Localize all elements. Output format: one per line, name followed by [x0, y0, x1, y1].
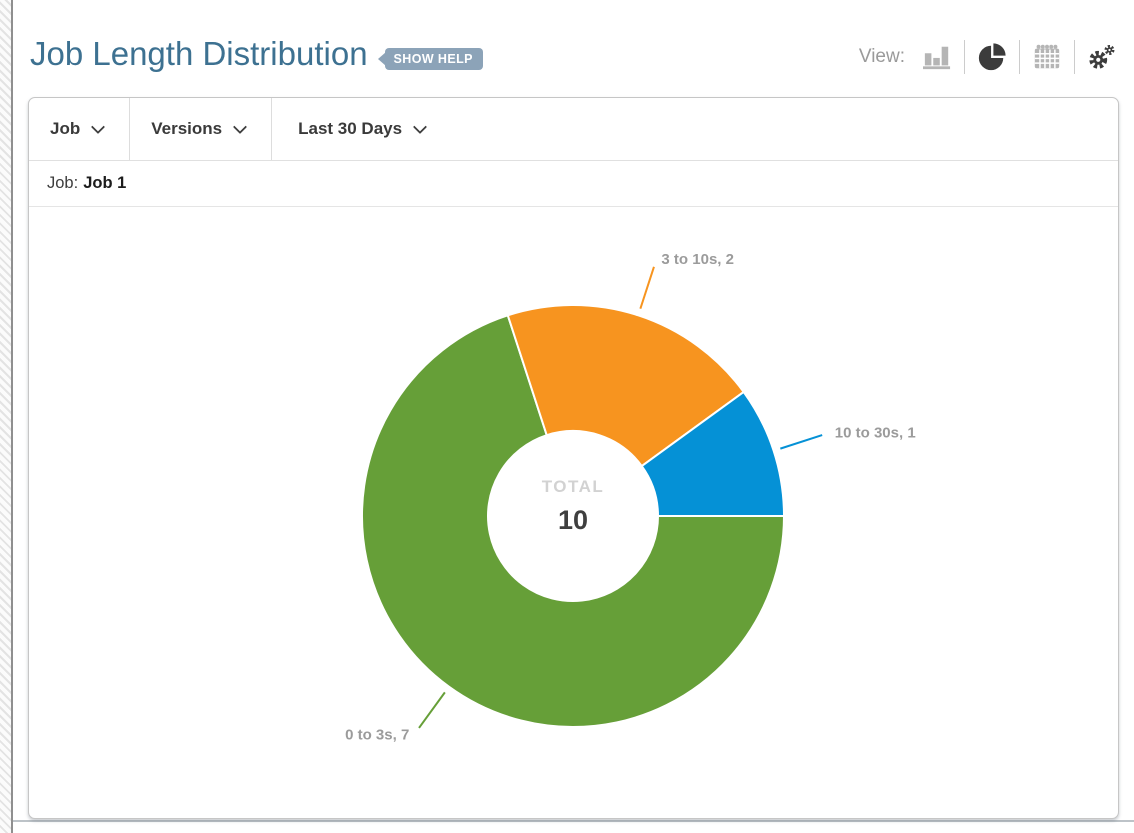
filter-label: Job	[50, 119, 81, 138]
page-title: Job Length Distribution	[30, 34, 368, 72]
filter-bar: Job Versions Last 30 Days	[29, 98, 1118, 161]
filter-dropdown-job[interactable]: Job	[29, 98, 131, 160]
icon-divider	[964, 39, 965, 74]
pie-slice-10-to-30s[interactable]	[640, 390, 785, 517]
show-help-button[interactable]: SHOW HELP	[377, 47, 483, 70]
page-left-edge	[0, 0, 13, 833]
chevron-down-icon	[91, 119, 106, 134]
pie-chart-view-icon[interactable]	[976, 41, 1008, 73]
filter-label: Last 30 Days	[298, 119, 403, 138]
donut-chart: 0 to 3s, 7 3 to 10s, 2 10 to 30s, 1 TOTAL 10	[29, 207, 1118, 818]
view-label: View:	[858, 45, 905, 67]
slice-label: 10 to 30s, 1	[835, 425, 916, 442]
icon-divider	[1019, 39, 1020, 74]
job-subheader: Job: Job 1	[29, 161, 1118, 207]
bar-chart-view-icon[interactable]	[921, 41, 953, 73]
label-connector	[780, 434, 823, 450]
label-connector	[639, 266, 655, 309]
subheader-value: Job 1	[83, 174, 127, 192]
subheader-label: Job:	[47, 174, 79, 192]
view-switcher: View:	[858, 39, 1118, 74]
filter-dropdown-daterange[interactable]: Last 30 Days	[272, 98, 451, 160]
pie-slice-3-to-10s[interactable]	[506, 304, 745, 468]
chevron-down-icon	[233, 119, 248, 134]
page-header: Job Length Distribution SHOW HELP View:	[13, 0, 1134, 97]
donut-chart-svg: 0 to 3s, 7 3 to 10s, 2 10 to 30s, 1 TOTAL 10	[345, 251, 916, 743]
label-connector	[418, 691, 446, 729]
section-divider	[0, 820, 1134, 822]
filter-dropdown-versions[interactable]: Versions	[130, 98, 273, 160]
widget-panel: Job Versions Last 30 Days Job: Job 1 0 to…	[28, 97, 1119, 819]
donut-center-label: TOTAL	[542, 477, 605, 496]
chevron-down-icon	[412, 119, 428, 134]
donut-center-value: 10	[558, 505, 588, 535]
pie-slice-0-to-3s[interactable]	[361, 314, 785, 728]
icon-divider	[1074, 39, 1075, 74]
calendar-view-icon[interactable]	[1031, 41, 1063, 73]
filter-label: Versions	[151, 119, 223, 138]
slice-label: 3 to 10s, 2	[661, 251, 734, 268]
slice-label: 0 to 3s, 7	[345, 726, 409, 743]
settings-gear-icon[interactable]	[1086, 41, 1118, 73]
